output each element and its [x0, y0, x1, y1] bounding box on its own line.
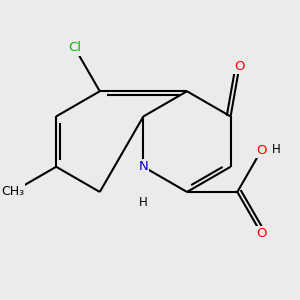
Text: CH₃: CH₃	[1, 185, 24, 199]
Text: Cl: Cl	[68, 41, 81, 54]
Text: O: O	[256, 144, 266, 157]
Text: O: O	[234, 60, 244, 74]
Text: N: N	[139, 160, 148, 173]
Text: H: H	[139, 196, 148, 208]
Text: O: O	[256, 227, 266, 240]
Text: H: H	[272, 142, 281, 156]
